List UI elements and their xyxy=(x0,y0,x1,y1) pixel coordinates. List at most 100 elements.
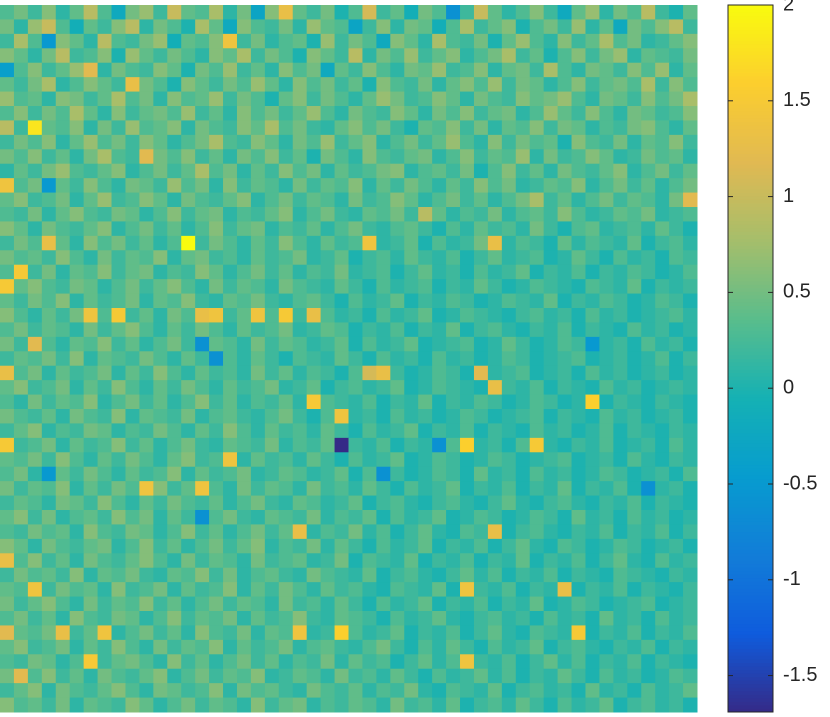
cell xyxy=(418,235,433,251)
cell xyxy=(683,611,698,626)
cell xyxy=(376,19,391,35)
cell xyxy=(362,481,377,497)
cell xyxy=(181,567,196,583)
cell xyxy=(446,510,461,525)
cell xyxy=(209,380,224,396)
cell xyxy=(153,697,168,713)
cell xyxy=(501,336,517,352)
cell xyxy=(390,106,405,121)
cell xyxy=(501,495,517,511)
cell xyxy=(627,553,642,569)
cell xyxy=(543,5,559,20)
cell xyxy=(390,351,405,367)
cell xyxy=(585,149,600,165)
cell xyxy=(41,33,57,49)
cell xyxy=(390,654,405,670)
cell xyxy=(223,553,238,569)
cell xyxy=(195,394,210,410)
cell xyxy=(125,409,140,424)
cell xyxy=(278,322,294,338)
cell xyxy=(55,48,71,64)
cell xyxy=(278,625,294,641)
colorbar-swatch xyxy=(728,383,773,388)
cell xyxy=(655,120,670,136)
cell xyxy=(306,611,322,626)
cell xyxy=(250,207,266,222)
cell xyxy=(55,293,71,309)
cell xyxy=(236,394,252,410)
cell xyxy=(236,178,252,194)
cell xyxy=(306,452,322,468)
colorbar-swatch xyxy=(728,82,773,87)
cell xyxy=(557,207,573,222)
cell xyxy=(13,106,29,121)
cell xyxy=(41,62,57,78)
cell xyxy=(418,538,433,554)
cell xyxy=(111,524,126,540)
colorbar-swatch xyxy=(728,697,773,702)
cell xyxy=(655,293,670,309)
cell xyxy=(362,683,377,699)
cell xyxy=(390,639,405,655)
cell xyxy=(153,293,168,309)
colorbar-swatch xyxy=(728,146,773,151)
cell xyxy=(181,250,196,266)
cell xyxy=(446,394,461,410)
colorbar-swatch xyxy=(728,489,773,494)
cell xyxy=(571,264,586,280)
cell xyxy=(167,524,182,540)
cell xyxy=(292,365,308,381)
cell xyxy=(501,120,517,136)
cell xyxy=(515,250,531,266)
cell xyxy=(460,5,475,20)
cell xyxy=(111,466,126,482)
cell xyxy=(69,293,85,309)
cell xyxy=(181,235,196,251)
cell xyxy=(125,394,140,410)
cell xyxy=(320,524,336,540)
colorbar-swatch xyxy=(728,68,773,73)
cell xyxy=(473,322,489,338)
cell xyxy=(111,336,126,352)
cell xyxy=(473,668,489,684)
colorbar-swatch xyxy=(728,238,773,243)
cell xyxy=(529,5,545,20)
cell xyxy=(264,452,280,468)
cell xyxy=(306,19,322,35)
cell xyxy=(306,567,322,583)
cell xyxy=(125,250,140,266)
cell xyxy=(473,582,489,598)
cell xyxy=(446,134,461,150)
colorbar-swatch xyxy=(728,620,773,625)
cell xyxy=(655,106,670,121)
cell xyxy=(167,437,182,453)
cell xyxy=(501,207,517,222)
cell xyxy=(613,538,628,554)
cell xyxy=(111,62,126,78)
cell xyxy=(223,654,238,670)
cell xyxy=(223,250,238,266)
cell xyxy=(0,466,15,482)
colorbar-swatch xyxy=(728,96,773,101)
cell xyxy=(641,235,656,251)
cell xyxy=(446,596,461,612)
cell xyxy=(181,221,196,237)
cell xyxy=(292,683,308,699)
cell xyxy=(432,163,447,179)
cell xyxy=(27,19,43,35)
cell xyxy=(334,336,349,352)
cell xyxy=(223,510,238,525)
cell xyxy=(181,91,196,107)
colorbar-swatch xyxy=(728,436,773,441)
cell xyxy=(669,264,684,280)
cell xyxy=(376,510,391,525)
cell xyxy=(529,163,545,179)
cell xyxy=(404,437,419,453)
cell xyxy=(473,351,489,367)
cell xyxy=(683,163,698,179)
cell xyxy=(473,163,489,179)
cell xyxy=(460,351,475,367)
cell xyxy=(181,192,196,208)
cell xyxy=(627,437,642,453)
cell xyxy=(139,235,154,251)
